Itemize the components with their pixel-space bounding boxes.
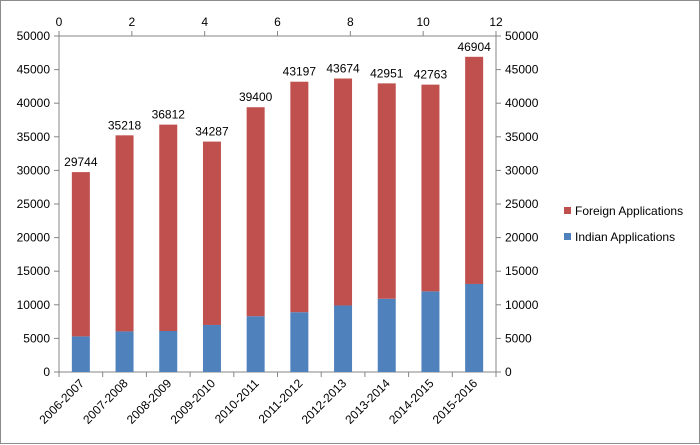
bar-foreign-applications	[115, 135, 134, 332]
y-tick-label: 15000	[17, 264, 51, 278]
x-tick-label: 2006-2007	[36, 376, 87, 427]
bar-foreign-applications	[246, 107, 265, 317]
total-data-label: 42763	[414, 68, 448, 82]
total-data-label: 46904	[457, 40, 491, 54]
x-tick-label: 2014-2015	[386, 376, 437, 427]
x-tick-label: 2011-2012	[256, 376, 306, 426]
y-tick-label: 5000	[23, 331, 50, 345]
legend-label-foreign-applications: Foreign Applications	[575, 204, 683, 218]
secondary-y-tick-label: 0	[505, 365, 512, 379]
total-data-label: 43197	[283, 65, 317, 79]
legend-swatch-indian-applications	[564, 233, 571, 240]
bar-indian-applications	[465, 283, 484, 372]
bar-indian-applications	[71, 336, 90, 372]
y-tick-label: 40000	[17, 96, 51, 110]
x-tick-label: 2012-2013	[299, 376, 350, 427]
y-tick-label: 35000	[17, 130, 51, 144]
x-tick-label: 2013-2014	[342, 376, 393, 427]
secondary-x-tick-label: 4	[201, 15, 208, 29]
secondary-x-tick-label: 6	[274, 15, 281, 29]
bar-foreign-applications	[334, 78, 353, 306]
secondary-x-tick-label: 8	[347, 15, 354, 29]
bar-indian-applications	[246, 316, 265, 372]
bar-foreign-applications	[159, 124, 178, 332]
secondary-x-tick-label: 10	[416, 15, 430, 29]
bar-foreign-applications	[421, 84, 440, 292]
secondary-y-tick-label: 5000	[505, 331, 532, 345]
y-tick-label: 0	[43, 365, 50, 379]
y-tick-label: 20000	[17, 231, 51, 245]
y-tick-label: 10000	[17, 298, 51, 312]
secondary-y-tick-label: 45000	[505, 63, 539, 77]
x-tick-label: 2010-2011	[212, 376, 262, 426]
y-tick-label: 50000	[17, 29, 51, 43]
secondary-y-tick-label: 20000	[505, 231, 539, 245]
bar-foreign-applications	[290, 81, 309, 313]
bar-foreign-applications	[377, 83, 396, 299]
total-data-label: 34287	[195, 125, 229, 139]
axes	[54, 31, 501, 377]
secondary-x-tick-label: 2	[128, 15, 135, 29]
total-data-label: 35218	[108, 118, 142, 132]
secondary-y-tick-label: 25000	[505, 197, 539, 211]
bar-indian-applications	[115, 331, 134, 372]
bar-indian-applications	[202, 324, 221, 372]
bar-indian-applications	[290, 312, 309, 372]
tick-labels: 0500010000150002000025000300003500040000…	[17, 15, 539, 427]
data-labels: 29744 35218 36812 34287 39400 43197 43674 42951…	[64, 40, 491, 169]
secondary-y-tick-label: 35000	[505, 130, 539, 144]
secondary-y-tick-label: 40000	[505, 96, 539, 110]
bar-indian-applications	[421, 291, 440, 372]
legend: Foreign Applications Indian Applications	[564, 204, 683, 244]
secondary-y-tick-label: 10000	[505, 298, 539, 312]
secondary-x-tick-label: 0	[56, 15, 63, 29]
bar-indian-applications	[159, 331, 178, 372]
y-tick-label: 45000	[17, 63, 51, 77]
y-tick-label: 30000	[17, 163, 51, 177]
secondary-x-tick-label: 12	[489, 15, 503, 29]
bar-indian-applications	[334, 305, 353, 372]
x-tick-label: 2015-2016	[430, 376, 481, 427]
legend-swatch-foreign-applications	[564, 207, 571, 214]
total-data-label: 29744	[64, 155, 98, 169]
y-tick-label: 25000	[17, 197, 51, 211]
total-data-label: 39400	[239, 90, 273, 104]
bar-indian-applications	[377, 298, 396, 372]
total-data-label: 42951	[370, 66, 404, 80]
bar-foreign-applications	[71, 172, 90, 337]
x-tick-label: 2009-2010	[168, 376, 219, 427]
x-tick-label: 2007-2008	[80, 376, 131, 427]
total-data-label: 43674	[326, 62, 360, 76]
bar-foreign-applications	[465, 56, 484, 284]
legend-label-indian-applications: Indian Applications	[575, 230, 675, 244]
bars	[71, 56, 484, 372]
bar-foreign-applications	[202, 141, 221, 325]
secondary-y-tick-label: 15000	[505, 264, 539, 278]
secondary-y-tick-label: 30000	[505, 163, 539, 177]
total-data-label: 36812	[152, 108, 186, 122]
secondary-y-tick-label: 50000	[505, 29, 539, 43]
x-tick-label: 2008-2009	[124, 376, 175, 427]
